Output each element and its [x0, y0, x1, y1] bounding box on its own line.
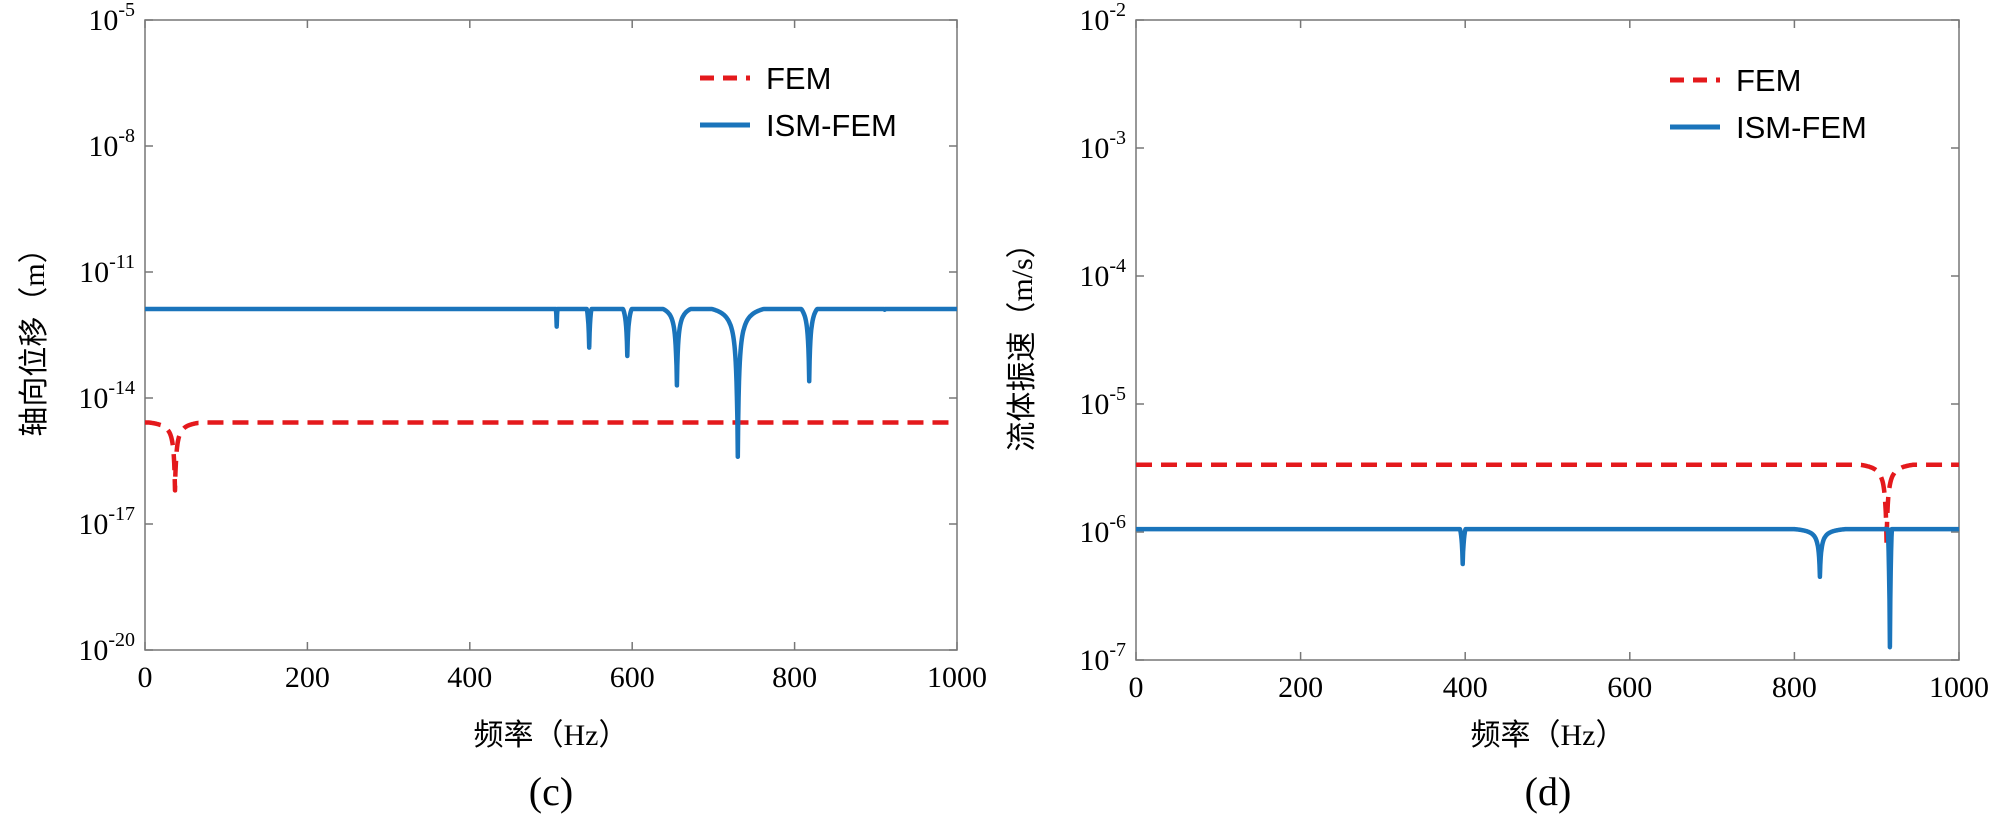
chart-c-ytick-label: 10-5 [88, 0, 135, 37]
chart-c-frame [144, 19, 958, 651]
chart-d-panel-label: (d) [1525, 769, 1572, 814]
series-line-c-ism-fem [143, 306, 959, 460]
chart-d-frame [1135, 19, 1960, 661]
chart-c-legend: FEM ISM-FEM [700, 61, 897, 143]
chart-c-xtick-label: 800 [772, 661, 817, 694]
chart-c-ytick-label: 10-11 [79, 251, 135, 289]
chart-d-ytick-label: 10-4 [1079, 255, 1126, 293]
chart-c-xtick-label: 1000 [927, 661, 987, 694]
chart-d-ylabel: 流体振速（m/s） [1006, 228, 1039, 451]
chart-d-ytick-label: 10-3 [1079, 127, 1126, 165]
chart-d-xtick-label: 400 [1443, 671, 1488, 704]
chart-d-xtick-label: 200 [1278, 671, 1323, 704]
chart-d-ytick-label: 10-7 [1079, 639, 1126, 677]
chart-d-ytick-label: 10-6 [1079, 511, 1126, 549]
chart-c-panel-label: (c) [529, 769, 573, 814]
chart-d-xtick-label: 600 [1607, 671, 1652, 704]
chart-c-xtick-label: 200 [285, 661, 330, 694]
chart-d-legend: FEM ISM-FEM [1670, 63, 1867, 145]
chart-c-ytick-label: 10-8 [88, 125, 135, 163]
chart-c-xtick-label: 0 [138, 661, 153, 694]
chart-c-xtick-label: 600 [610, 661, 655, 694]
legend-d-ism-label: ISM-FEM [1736, 110, 1867, 145]
chart-c-xlabel: 频率（Hz） [474, 719, 629, 752]
chart-d-ytick-label: 10-2 [1079, 0, 1126, 37]
legend-c-ism-label: ISM-FEM [766, 108, 897, 143]
chart-d-xtick-label: 1000 [1929, 671, 1989, 704]
series-line-c-fem [143, 420, 959, 493]
chart-d-xtick-label: 0 [1129, 671, 1144, 704]
chart-d: 0 200 400 600 800 1000 10-2 10-3 10-4 10-5 10-6 10-… [1006, 0, 1989, 814]
chart-c-ytick-label: 10-20 [78, 629, 135, 667]
chart-d-xtick-label: 800 [1772, 671, 1817, 704]
chart-c-ylabel: 轴向位移（m） [18, 233, 51, 436]
chart-d-ytick-label: 10-5 [1079, 383, 1126, 421]
legend-d-fem-label: FEM [1736, 63, 1801, 98]
series-line-d-fem [1134, 462, 1961, 548]
series-line-d-ism-fem [1134, 526, 1961, 650]
chart-c-ytick-label: 10-17 [78, 503, 135, 541]
chart-c: 0 200 400 600 800 1000 10-5 10-8 10-11 10-14 10-17… [18, 0, 987, 814]
chart-c-xtick-label: 400 [447, 661, 492, 694]
chart-d-xlabel: 频率（Hz） [1471, 719, 1626, 752]
legend-c-fem-label: FEM [766, 61, 831, 96]
chart-c-ytick-label: 10-14 [78, 377, 135, 415]
